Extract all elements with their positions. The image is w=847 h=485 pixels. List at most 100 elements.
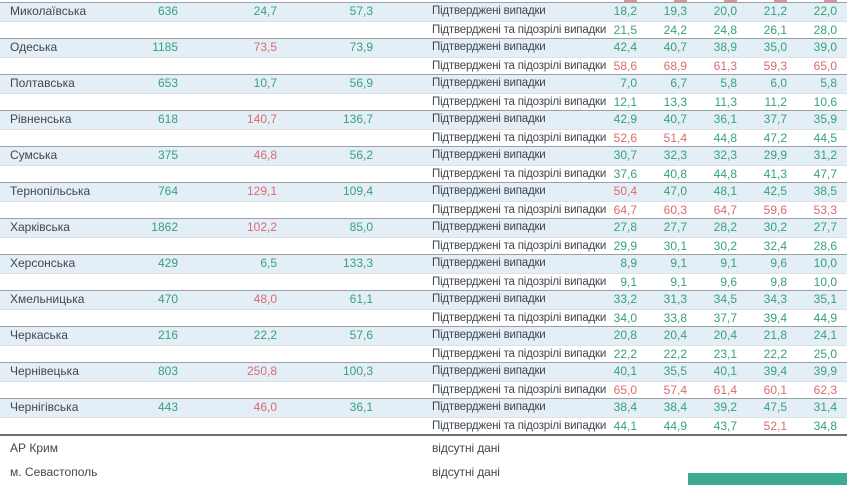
weekly-value: 9,6 [720,274,737,289]
region-summary-row: Черкаська 216 22,2 57,6 Підтверджені випадки… [0,327,847,345]
region-rate-value-2: 57,3 [349,4,373,18]
spacer [373,255,432,273]
weekly-value: 44,8 [713,166,737,181]
weekly-value: 18,2 [613,4,637,18]
empty-cell [115,22,178,39]
empty-cell [115,460,178,485]
region-suspected-row: Підтверджені та підозрілі випадки 52,6 51,… [0,128,847,147]
region-rate-value: 22,2 [253,328,277,342]
spacer [373,3,432,21]
case-type-label: Підтверджені та підозрілі випадки [432,131,607,144]
empty-cell [0,58,115,75]
region-total-cases: 470 [157,292,178,306]
case-type-label: Підтверджені випадки [432,293,546,305]
row-pad [837,58,847,75]
weekly-value: 39,4 [763,310,787,325]
weekly-value: 10,0 [813,274,837,289]
row-pad [837,418,847,435]
empty-cell [0,238,115,255]
weekly-value: 35,5 [663,364,687,378]
weekly-value: 47,2 [763,130,787,145]
region-name: Херсонська [10,256,76,270]
region-suspected-row: Підтверджені та підозрілі випадки 37,6 40,… [0,164,847,183]
empty-cell [277,58,373,75]
weekly-value: 24,1 [813,328,837,342]
weekly-value: 34,0 [613,310,637,325]
case-type-label: Підтверджені випадки [432,221,546,233]
weekly-value: 38,9 [713,40,737,54]
region-summary-row: Чернівецька 803 250,8 100,3 Підтверджені вип… [0,363,847,381]
empty-cell [0,166,115,183]
spacer [373,166,432,183]
empty-cell [0,22,115,39]
weekly-value: 23,1 [713,346,737,361]
spacer [373,130,432,147]
weekly-value: 21,8 [763,328,787,342]
weekly-value: 61,4 [713,382,737,397]
region-name: Миколаївська [10,4,87,18]
weekly-value: 27,7 [663,220,687,234]
empty-cell [115,346,178,363]
weekly-value: 39,4 [763,364,787,378]
weekly-value: 38,4 [663,400,687,414]
weekly-value: 10,6 [813,94,837,109]
row-pad [837,111,847,129]
region-total-cases: 216 [157,328,178,342]
weekly-value: 31,2 [813,148,837,162]
region-rate-value-2: 56,2 [349,148,373,162]
case-type-label: Підтверджені та підозрілі випадки [432,59,607,72]
empty-cell [178,346,277,363]
no-data-label: відсутні дані [432,465,500,479]
region-total-cases: 443 [157,400,178,414]
row-pad [837,238,847,255]
weekly-value: 64,7 [613,202,637,217]
region-band: Чернівецька 803 250,8 100,3 Підтверджені вип… [0,362,847,398]
empty-cell [178,274,277,291]
empty-cell [115,58,178,75]
spacer [373,436,432,461]
row-pad [837,382,847,399]
weekly-value: 44,1 [613,418,637,433]
no-data-row: АР Крим відсутні дані [0,434,847,460]
case-type-label: Підтверджені випадки [432,113,546,125]
weekly-value: 26,1 [763,22,787,37]
case-type-label: Підтверджені випадки [432,329,546,341]
case-type-label: Підтверджені та підозрілі випадки [432,383,607,396]
weekly-value: 20,0 [713,4,737,18]
empty-cell [277,460,373,485]
region-total-cases: 375 [157,148,178,162]
region-rate-value-2: 85,0 [349,220,373,234]
weekly-value: 59,3 [763,58,787,73]
empty-cell [178,238,277,255]
region-summary-row: Миколаївська 636 24,7 57,3 Підтверджені випа… [0,3,847,21]
spacer [373,202,432,219]
weekly-value: 60,1 [763,382,787,397]
region-band: Миколаївська 636 24,7 57,3 Підтверджені випа… [0,2,847,38]
empty-cell [115,202,178,219]
spacer [373,310,432,327]
region-name: Чернігівська [10,400,79,414]
weekly-value: 53,3 [813,202,837,217]
weekly-value: 28,6 [813,238,837,253]
case-type-label: Підтверджені та підозрілі випадки [432,203,607,216]
region-total-cases: 803 [157,364,178,378]
weekly-value: 22,0 [813,4,837,18]
weekly-value: 38,5 [813,184,837,198]
spacer [373,363,432,381]
weekly-value: 29,9 [763,148,787,162]
weekly-value: 32,4 [763,238,787,253]
weekly-value: 42,5 [763,184,787,198]
weekly-value: 12,1 [613,94,637,109]
weekly-value: 27,7 [813,220,837,234]
empty-cell [178,202,277,219]
weekly-value: 40,7 [663,40,687,54]
region-name: Чернівецька [10,364,79,378]
empty-cell [0,202,115,219]
region-band: Рівненська 618 140,7 136,7 Підтверджені випа… [0,110,847,146]
spacer [373,39,432,57]
region-band: Херсонська 429 6,5 133,3 Підтверджені випадк… [0,254,847,290]
weekly-value: 19,3 [663,4,687,18]
weekly-value: 32,3 [663,148,687,162]
weekly-value: 64,7 [713,202,737,217]
